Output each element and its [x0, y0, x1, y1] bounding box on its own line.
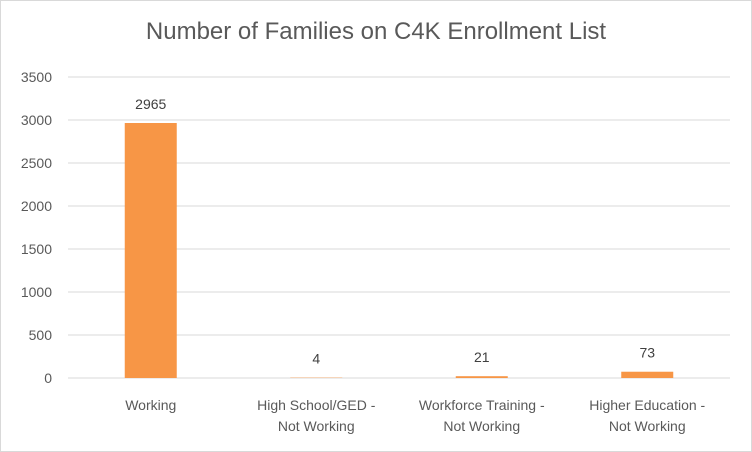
x-tick-label-line: Not Working	[278, 418, 355, 434]
y-tick-label: 3500	[21, 69, 52, 85]
x-tick-label: Higher Education - Not Working	[589, 397, 705, 434]
data-label: 4	[312, 351, 320, 367]
y-tick-label: 1500	[21, 241, 52, 257]
data-labels: 2965 4 21 73	[135, 96, 655, 367]
y-tick-label: 1000	[21, 284, 52, 300]
bar	[124, 123, 177, 378]
x-tick-label-line: Not Working	[443, 418, 520, 434]
gridlines	[68, 76, 730, 379]
data-label: 21	[474, 349, 490, 365]
data-label: 73	[639, 345, 655, 361]
y-axis-ticks: 0 500 1000 1500 2000 2500 3000 3500	[21, 69, 52, 386]
bar	[455, 376, 508, 378]
x-tick-label: Working	[125, 397, 176, 413]
data-label: 2965	[135, 96, 166, 112]
y-tick-label: 0	[44, 370, 52, 386]
y-tick-label: 3000	[21, 112, 52, 128]
x-tick-label-line: Working	[125, 397, 176, 413]
x-tick-label-line: Workforce Training -	[419, 397, 545, 413]
y-tick-label: 500	[29, 327, 53, 343]
x-tick-label-line: High School/GED -	[257, 397, 376, 413]
bars	[124, 123, 674, 378]
x-tick-label: High School/GED - Not Working	[257, 397, 376, 434]
y-tick-label: 2000	[21, 198, 52, 214]
chart-title: Number of Families on C4K Enrollment Lis…	[145, 18, 607, 45]
x-axis-ticks: Working High School/GED -Not WorkingWorkf…	[125, 397, 705, 434]
x-tick-label: Workforce Training - Not Working	[419, 397, 545, 434]
y-tick-label: 2500	[21, 155, 52, 171]
x-tick-label-line: Not Working	[609, 418, 686, 434]
bar	[621, 371, 674, 378]
x-tick-label-line: Higher Education -	[589, 397, 705, 413]
